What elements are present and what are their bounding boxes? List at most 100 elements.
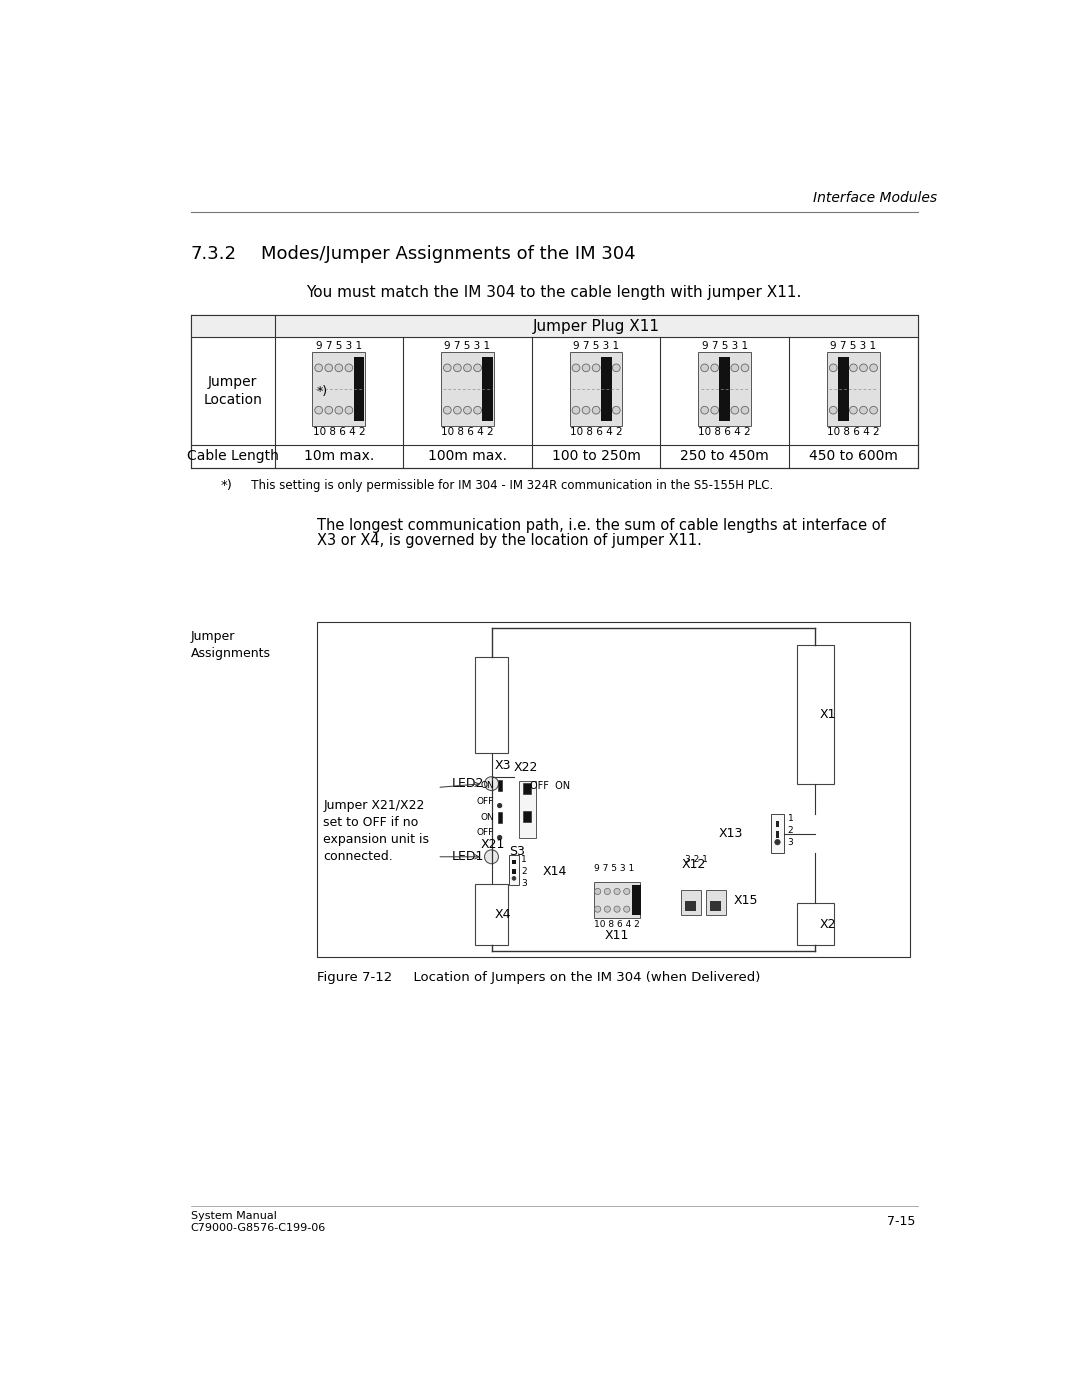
Text: ON: ON	[481, 813, 494, 823]
Text: LED2: LED2	[451, 777, 484, 791]
Bar	[570, 352, 622, 426]
Text: ON: ON	[481, 781, 494, 791]
Circle shape	[325, 365, 333, 372]
Bar	[710, 901, 721, 911]
Circle shape	[454, 365, 461, 372]
Circle shape	[314, 407, 323, 414]
Text: 3 2 1: 3 2 1	[685, 855, 708, 863]
Text: The longest communication path, i.e. the sum of cable lengths at interface of: The longest communication path, i.e. the…	[318, 518, 886, 534]
Circle shape	[613, 907, 620, 912]
Circle shape	[612, 365, 620, 372]
Circle shape	[633, 888, 639, 894]
Circle shape	[592, 365, 600, 372]
Text: X14: X14	[542, 865, 567, 879]
Bar	[312, 352, 365, 426]
Text: X13: X13	[719, 827, 743, 840]
Circle shape	[774, 840, 780, 845]
Bar	[600, 358, 611, 420]
Bar	[706, 890, 726, 915]
Circle shape	[721, 365, 729, 372]
Text: Interface Modules: Interface Modules	[813, 190, 937, 204]
Text: Jumper Plug X11: Jumper Plug X11	[532, 319, 660, 334]
Circle shape	[721, 407, 729, 414]
Circle shape	[731, 407, 739, 414]
Bar	[632, 886, 642, 915]
Bar	[353, 358, 364, 420]
Circle shape	[741, 365, 748, 372]
Circle shape	[839, 407, 847, 414]
Text: 9 7 5 3 1: 9 7 5 3 1	[444, 341, 490, 351]
Circle shape	[612, 407, 620, 414]
Circle shape	[605, 907, 610, 912]
Text: X2: X2	[820, 918, 836, 930]
Text: 1
2
3: 1 2 3	[787, 814, 794, 847]
Circle shape	[623, 888, 630, 894]
Text: 7-15: 7-15	[887, 1215, 915, 1228]
Text: 10 8 6 4 2: 10 8 6 4 2	[699, 427, 751, 437]
Circle shape	[325, 407, 333, 414]
Text: Modes/Jumper Assignments of the IM 304: Modes/Jumper Assignments of the IM 304	[261, 244, 636, 263]
Text: 7.3.2: 7.3.2	[191, 244, 237, 263]
Circle shape	[603, 407, 610, 414]
Circle shape	[701, 407, 708, 414]
Text: X11: X11	[605, 929, 630, 942]
Circle shape	[850, 365, 858, 372]
Circle shape	[829, 365, 837, 372]
Bar	[685, 901, 697, 911]
Circle shape	[484, 365, 491, 372]
Circle shape	[633, 907, 639, 912]
Circle shape	[869, 365, 877, 372]
Bar	[191, 316, 918, 337]
Circle shape	[595, 888, 600, 894]
Bar	[512, 861, 515, 865]
Bar	[318, 622, 910, 957]
Bar	[498, 781, 501, 791]
Bar	[681, 890, 701, 915]
Text: S3: S3	[510, 845, 525, 858]
Bar	[719, 358, 730, 420]
Circle shape	[444, 407, 451, 414]
Text: 10 8 6 4 2: 10 8 6 4 2	[594, 921, 639, 929]
Circle shape	[595, 907, 600, 912]
Text: System Manual: System Manual	[191, 1211, 276, 1221]
Text: X12: X12	[681, 858, 705, 870]
Text: Jumper X21/X22
set to OFF if no
expansion unit is
connected.: Jumper X21/X22 set to OFF if no expansio…	[323, 799, 430, 863]
Circle shape	[741, 407, 748, 414]
Text: X21: X21	[481, 838, 505, 851]
Circle shape	[711, 365, 718, 372]
Text: 9 7 5 3 1: 9 7 5 3 1	[594, 863, 634, 873]
Circle shape	[345, 365, 353, 372]
Circle shape	[572, 365, 580, 372]
Circle shape	[345, 407, 353, 414]
Bar	[827, 352, 880, 426]
Text: 10m max.: 10m max.	[303, 450, 374, 464]
Text: *): *)	[220, 479, 232, 493]
Circle shape	[850, 407, 858, 414]
Circle shape	[869, 407, 877, 414]
Text: 9 7 5 3 1: 9 7 5 3 1	[831, 341, 877, 351]
Circle shape	[613, 888, 620, 894]
Text: 10 8 6 4 2: 10 8 6 4 2	[570, 427, 622, 437]
Bar	[519, 781, 537, 838]
Text: X3 or X4, is governed by the location of jumper X11.: X3 or X4, is governed by the location of…	[318, 534, 702, 549]
Circle shape	[498, 835, 501, 840]
Circle shape	[731, 365, 739, 372]
Bar	[475, 884, 508, 946]
Circle shape	[335, 407, 342, 414]
Circle shape	[605, 888, 610, 894]
Text: Figure 7-12     Location of Jumpers on the IM 304 (when Delivered): Figure 7-12 Location of Jumpers on the I…	[318, 971, 760, 983]
Text: X15: X15	[734, 894, 758, 907]
Text: *): *)	[318, 384, 328, 398]
Text: 10 8 6 4 2: 10 8 6 4 2	[441, 427, 494, 437]
Text: OFF: OFF	[476, 828, 494, 837]
Bar	[498, 812, 501, 823]
Text: Jumper
Location: Jumper Location	[203, 374, 262, 407]
Circle shape	[860, 407, 867, 414]
Text: X22: X22	[513, 760, 538, 774]
Circle shape	[498, 803, 501, 807]
Bar	[524, 782, 531, 793]
Circle shape	[592, 407, 600, 414]
Text: C79000-G8576-C199-06: C79000-G8576-C199-06	[191, 1222, 326, 1232]
Circle shape	[582, 407, 590, 414]
Text: 9 7 5 3 1: 9 7 5 3 1	[702, 341, 747, 351]
